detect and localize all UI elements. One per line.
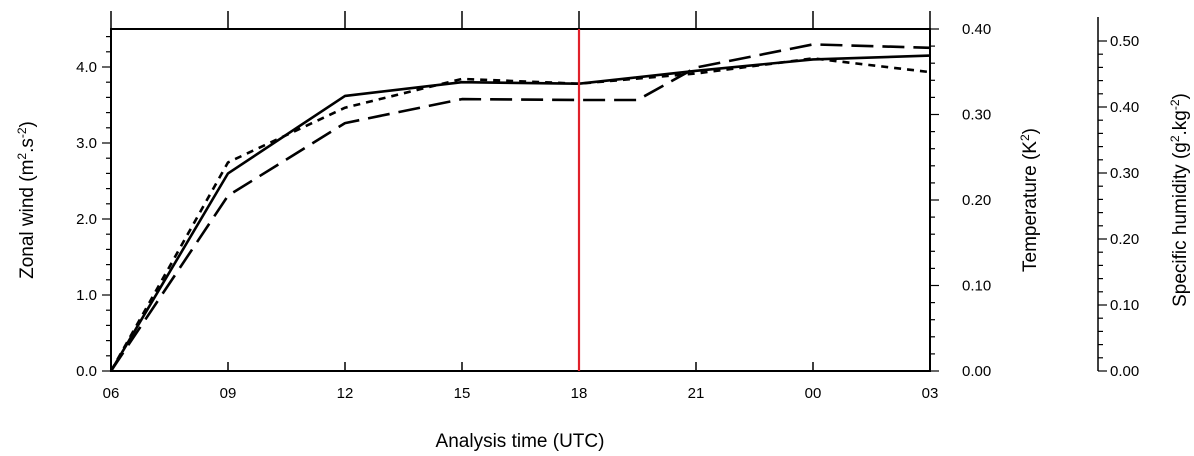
far-right-tick-label: 0.20 — [1110, 231, 1139, 248]
x-tick-label: 12 — [337, 385, 354, 402]
series-line-left — [109, 54, 931, 372]
series-line-right — [109, 43, 931, 372]
left-tick-label: 1.0 — [76, 287, 97, 304]
right-tick-label: 0.20 — [962, 192, 991, 209]
x-tick-label: 18 — [571, 385, 588, 402]
plot-frame — [110, 17, 1099, 372]
far-right-axis-title: Specific humidity (g2.kg-2) — [1168, 93, 1191, 307]
left-tick-label: 0.0 — [76, 363, 97, 380]
tick-labels: 06 09 12 15 18 21 00 03 0.0 1.0 2.0 3.0 4.0 0.00 0.10 0… — [76, 21, 1139, 402]
series-layer — [109, 43, 931, 372]
left-tick-label: 3.0 — [76, 135, 97, 152]
right-tick-label: 0.30 — [962, 107, 991, 124]
right-axis-title: Temperature (K2) — [1018, 128, 1041, 272]
left-tick-label: 4.0 — [76, 59, 97, 76]
far-right-tick-label: 0.50 — [1110, 33, 1139, 50]
series-line-far-right — [109, 57, 931, 372]
x-tick-label: 15 — [454, 385, 471, 402]
x-tick-label: 03 — [922, 385, 939, 402]
x-tick-label: 09 — [220, 385, 237, 402]
left-axis-title: Zonal wind (m2.s-2) — [15, 121, 38, 279]
ticks — [102, 11, 1107, 372]
left-tick-label: 2.0 — [76, 211, 97, 228]
far-right-tick-label: 0.30 — [1110, 165, 1139, 182]
right-tick-label: 0.10 — [962, 278, 991, 295]
far-right-tick-label: 0.40 — [1110, 99, 1139, 116]
x-axis-title: Analysis time (UTC) — [436, 431, 605, 452]
x-tick-label: 00 — [805, 385, 822, 402]
x-tick-label: 21 — [688, 385, 705, 402]
x-tick-label: 06 — [103, 385, 120, 402]
right-tick-label: 0.00 — [962, 363, 991, 380]
far-right-tick-label: 0.10 — [1110, 297, 1139, 314]
right-tick-label: 0.40 — [962, 21, 991, 38]
far-right-tick-label: 0.00 — [1110, 363, 1139, 380]
